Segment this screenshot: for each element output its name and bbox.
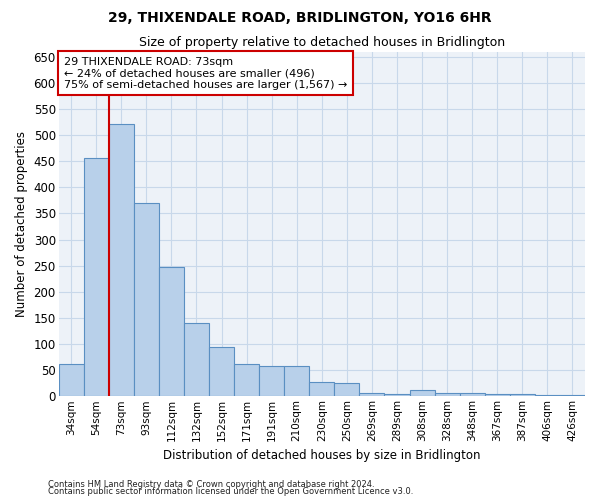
Bar — [460, 393, 485, 396]
Title: Size of property relative to detached houses in Bridlington: Size of property relative to detached ho… — [139, 36, 505, 49]
Text: 29, THIXENDALE ROAD, BRIDLINGTON, YO16 6HR: 29, THIXENDALE ROAD, BRIDLINGTON, YO16 6… — [108, 11, 492, 25]
Bar — [284, 366, 309, 396]
Bar — [134, 203, 159, 396]
Bar — [485, 394, 510, 396]
Bar — [410, 390, 434, 396]
Bar — [560, 394, 585, 396]
Y-axis label: Number of detached properties: Number of detached properties — [15, 131, 28, 317]
Text: Contains HM Land Registry data © Crown copyright and database right 2024.: Contains HM Land Registry data © Crown c… — [48, 480, 374, 489]
Bar — [209, 346, 234, 397]
Bar — [309, 382, 334, 396]
Text: 29 THIXENDALE ROAD: 73sqm
← 24% of detached houses are smaller (496)
75% of semi: 29 THIXENDALE ROAD: 73sqm ← 24% of detac… — [64, 56, 347, 90]
Bar — [385, 394, 410, 396]
Bar — [359, 392, 385, 396]
Bar — [334, 383, 359, 396]
Bar — [159, 266, 184, 396]
Text: Contains public sector information licensed under the Open Government Licence v3: Contains public sector information licen… — [48, 487, 413, 496]
Bar — [434, 393, 460, 396]
Bar — [234, 364, 259, 396]
Bar — [510, 394, 535, 396]
Bar — [259, 366, 284, 396]
Bar — [59, 364, 83, 396]
Bar — [535, 394, 560, 396]
Bar — [184, 323, 209, 396]
X-axis label: Distribution of detached houses by size in Bridlington: Distribution of detached houses by size … — [163, 450, 481, 462]
Bar — [109, 124, 134, 396]
Bar — [83, 158, 109, 396]
